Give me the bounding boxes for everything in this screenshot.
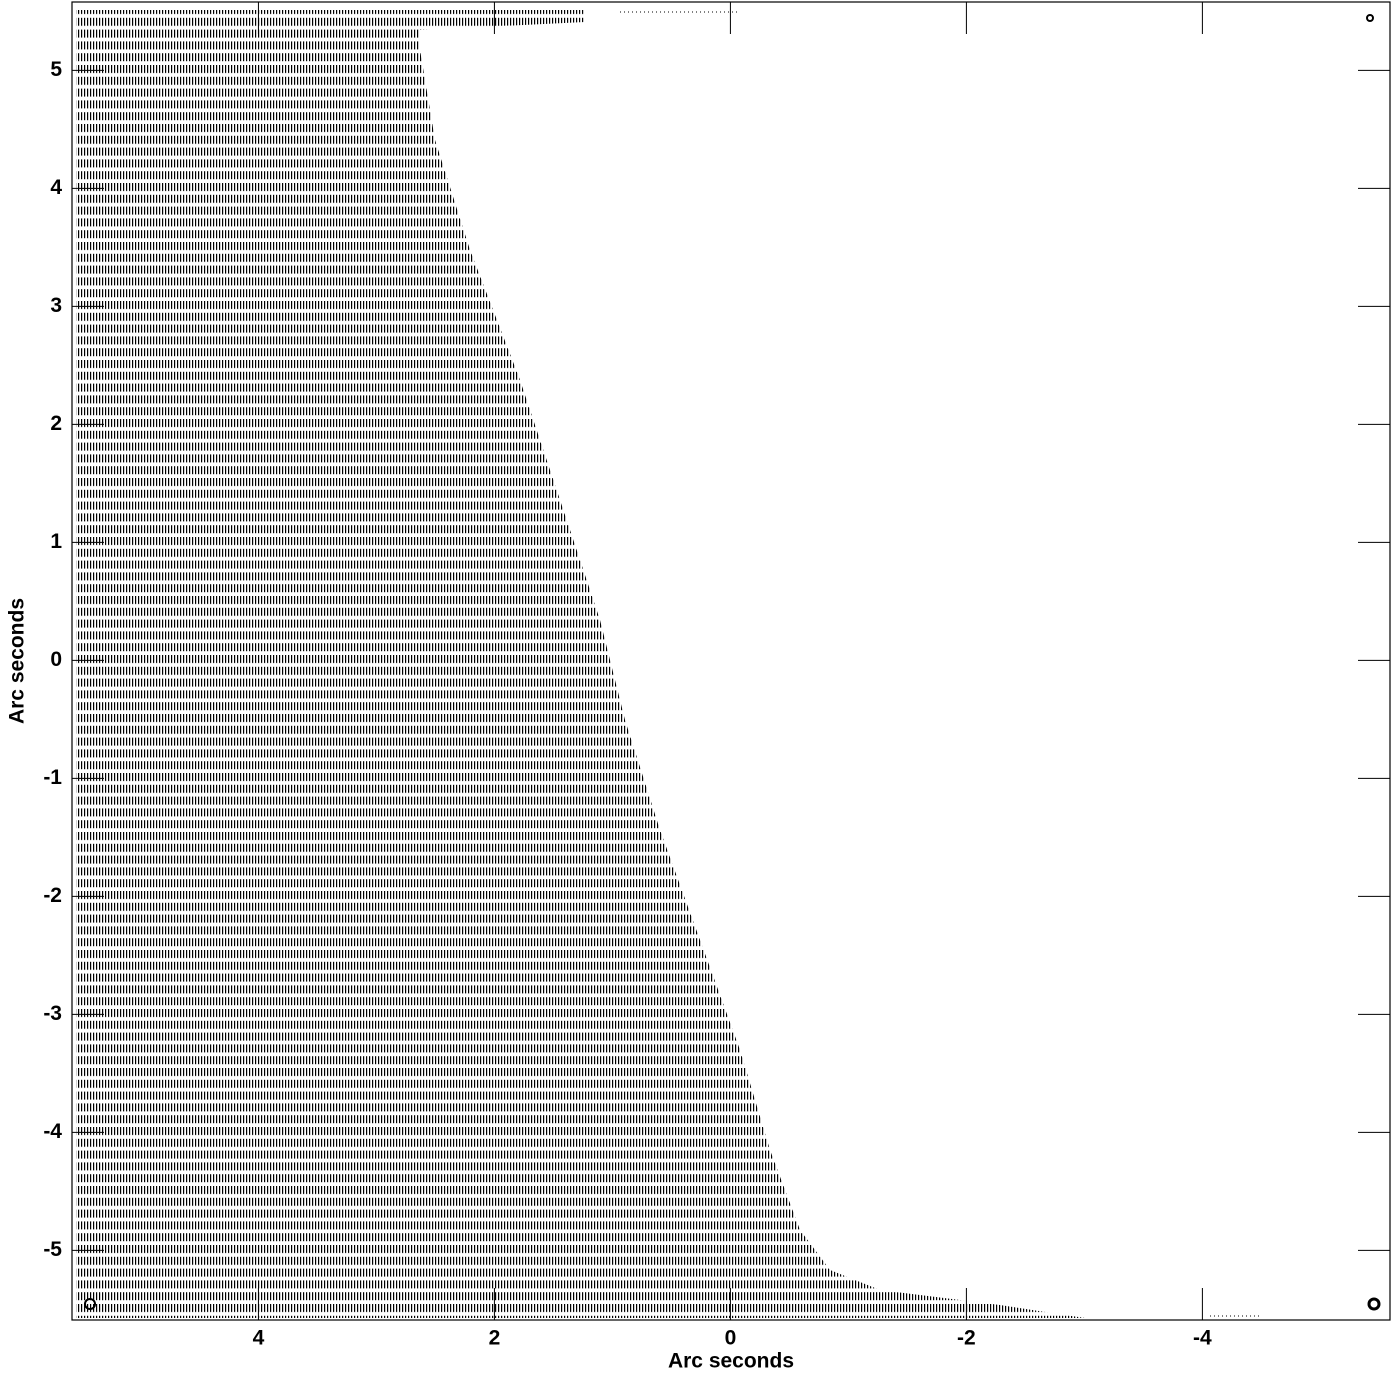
y-tick-label: 3 [50, 294, 62, 317]
y-tick-label: -5 [43, 1238, 62, 1261]
y-axis-label: Arc seconds [6, 598, 29, 724]
contour-marker [1367, 1297, 1381, 1311]
contour-texture [76, 10, 1085, 1318]
y-tick-label: 1 [50, 530, 62, 553]
y-tick-label: 0 [50, 648, 62, 671]
y-tick-label: -2 [43, 884, 62, 907]
y-tick-label: 2 [50, 412, 62, 435]
plot-frame [71, 1, 1391, 1321]
x-tick-label: 2 [489, 1327, 501, 1350]
y-tick-label: -1 [43, 766, 62, 789]
contour-marker [1366, 14, 1374, 22]
y-tick-label: -3 [43, 1002, 62, 1025]
x-tick-label: -2 [957, 1327, 976, 1350]
x-axis-label: Arc seconds [668, 1350, 794, 1373]
contour-marker [84, 1298, 96, 1310]
x-tick-label: 4 [253, 1327, 265, 1350]
y-tick-label: -4 [43, 1120, 62, 1143]
x-tick-label: -4 [1193, 1327, 1212, 1350]
x-tick-label: 0 [725, 1327, 737, 1350]
y-tick-label: 5 [50, 58, 62, 81]
y-tick-label: 4 [50, 176, 62, 199]
